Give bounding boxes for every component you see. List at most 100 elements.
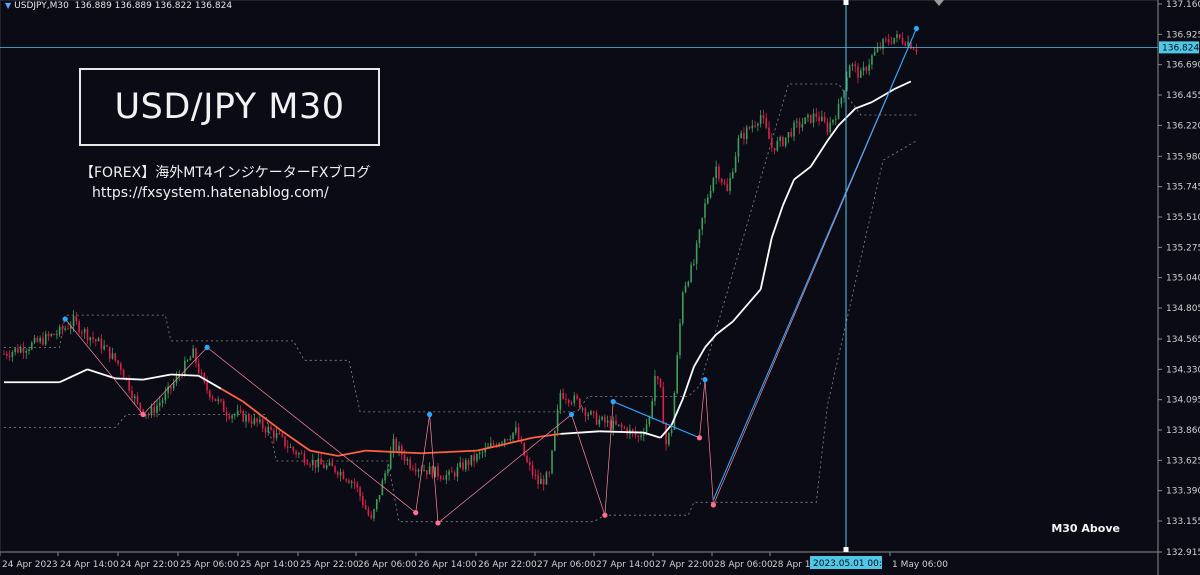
candle-body (782, 137, 784, 146)
candle-body (793, 122, 795, 137)
candle-body (885, 39, 887, 41)
ma-line-segment (476, 443, 505, 452)
candle-body (512, 432, 514, 440)
candle-body (317, 458, 320, 468)
candle-body (67, 328, 69, 330)
candle-body (643, 432, 645, 436)
candle-body (606, 420, 609, 423)
candle-body (915, 49, 918, 52)
candle-body (270, 426, 272, 431)
candle-body (337, 472, 339, 476)
ma-line-segment (681, 366, 695, 400)
candle-body (273, 430, 275, 438)
candle-body (723, 182, 726, 185)
candle-body (50, 333, 53, 336)
candle-body (492, 443, 495, 445)
candle-body (147, 414, 150, 416)
candle-body (857, 66, 859, 78)
candle-body (467, 460, 470, 465)
candle-body (556, 409, 559, 432)
blog-caption: 【FOREX】海外MT4インジケーターFXブログ https://fxsyste… (80, 163, 370, 203)
candle-body (47, 333, 50, 336)
candle-body (184, 360, 186, 376)
dropdown-triangle-icon[interactable]: ▼ (5, 1, 12, 10)
candle-body (757, 123, 759, 126)
candle-body (309, 464, 311, 466)
candle-body (559, 392, 562, 410)
candle-body (679, 323, 681, 356)
candle-body (253, 418, 256, 424)
ma-line-segment (854, 101, 873, 110)
candle-body (17, 348, 19, 353)
candle-body (14, 348, 16, 353)
candle-body (228, 416, 231, 419)
blog-url: https://fxsystem.hatenablog.com/ (92, 185, 329, 201)
pivot-trough-dot (140, 411, 146, 418)
candle-body (292, 446, 295, 452)
candle-body (481, 452, 484, 454)
candle-body (567, 399, 570, 403)
channel-upper-line (4, 83, 917, 413)
candle-body (670, 429, 673, 433)
ma-line-segment (704, 333, 717, 348)
candle-body (765, 118, 768, 128)
candle-body (414, 469, 417, 472)
candle-body (681, 292, 684, 324)
candle-body (295, 451, 297, 455)
candle-body (378, 495, 381, 500)
candle-body (587, 414, 589, 416)
candle-body (195, 348, 197, 364)
candle-body (264, 428, 267, 433)
candle-body (812, 113, 815, 123)
candle-body (392, 438, 395, 452)
candle-body (537, 475, 539, 485)
candle-body (367, 509, 370, 516)
candle-body (181, 375, 183, 377)
title-box: USD/JPY M30 (79, 68, 380, 146)
ma-line-segment (421, 449, 477, 455)
price-tick-label: 134.565 (1166, 335, 1200, 345)
candle-body (353, 481, 356, 484)
candle-body (592, 411, 595, 413)
candle-body (456, 467, 459, 477)
time-tick-label: 28 Apr 14:00 (772, 560, 831, 570)
time-tick-label: 25 Apr 14:00 (240, 560, 299, 570)
candle-body (8, 355, 11, 357)
candle-body (862, 67, 865, 71)
candle-body (211, 397, 214, 399)
crosshair-time-box (810, 556, 882, 569)
candle-body (89, 337, 92, 341)
trendline (712, 28, 917, 500)
candle-body (659, 379, 662, 388)
candle-body (826, 121, 829, 133)
ma-line-segment (715, 320, 734, 336)
candle-body (36, 337, 39, 342)
candle-body (28, 349, 30, 352)
candle-body (693, 263, 695, 265)
candle-body (865, 67, 868, 71)
pivot-peak-dot (913, 25, 920, 32)
price-tick-label: 137.160 (1166, 0, 1200, 10)
candle-body (167, 386, 169, 394)
candle-body (64, 328, 66, 330)
candle-body (381, 480, 384, 496)
time-tick-label: 25 Apr 06:00 (180, 560, 239, 570)
ma-line-segment (659, 424, 673, 439)
candle-body (78, 321, 80, 333)
candle-body (651, 400, 653, 417)
candle-body (331, 462, 334, 467)
candle-body (356, 483, 359, 488)
candle-body (595, 412, 598, 425)
candle-body (311, 459, 314, 466)
price-tick-label: 136.925 (1166, 30, 1200, 40)
candle-body (604, 416, 606, 423)
pivot-peak-dot (62, 316, 68, 322)
chart-shift-marker-icon (934, 0, 944, 6)
candle-body (843, 90, 845, 98)
symbol-header: ▼ USDJPY,M30 136.889 136.889 136.822 136.… (5, 1, 232, 11)
candle-body (473, 455, 475, 461)
candle-body (832, 119, 834, 123)
candle-body (286, 446, 289, 448)
time-tick-label: 27 Apr 06:00 (537, 560, 596, 570)
